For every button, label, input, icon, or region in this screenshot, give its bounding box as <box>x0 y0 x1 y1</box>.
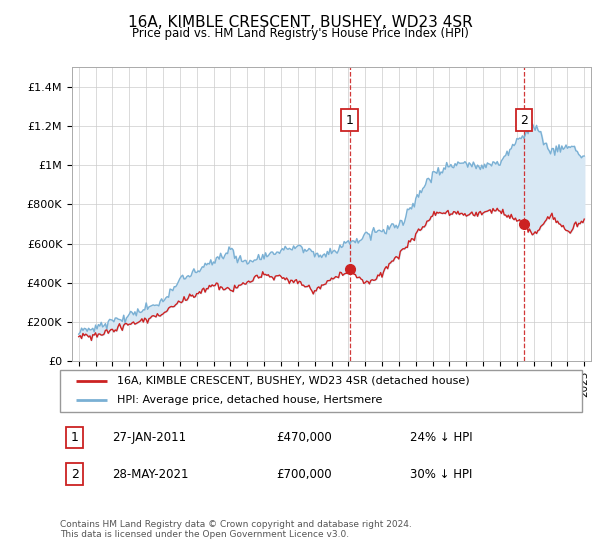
Text: 30% ↓ HPI: 30% ↓ HPI <box>410 468 472 480</box>
FancyBboxPatch shape <box>60 370 582 412</box>
Text: HPI: Average price, detached house, Hertsmere: HPI: Average price, detached house, Hert… <box>118 395 383 405</box>
Text: 1: 1 <box>346 114 353 127</box>
Text: 2: 2 <box>520 114 528 127</box>
Text: 2: 2 <box>71 468 79 480</box>
Text: £700,000: £700,000 <box>277 468 332 480</box>
Text: Price paid vs. HM Land Registry's House Price Index (HPI): Price paid vs. HM Land Registry's House … <box>131 27 469 40</box>
Text: 16A, KIMBLE CRESCENT, BUSHEY, WD23 4SR: 16A, KIMBLE CRESCENT, BUSHEY, WD23 4SR <box>128 15 472 30</box>
Text: 27-JAN-2011: 27-JAN-2011 <box>112 431 187 444</box>
Text: 24% ↓ HPI: 24% ↓ HPI <box>410 431 472 444</box>
Text: 16A, KIMBLE CRESCENT, BUSHEY, WD23 4SR (detached house): 16A, KIMBLE CRESCENT, BUSHEY, WD23 4SR (… <box>118 376 470 386</box>
Text: 1: 1 <box>71 431 79 444</box>
Text: £470,000: £470,000 <box>277 431 332 444</box>
Text: Contains HM Land Registry data © Crown copyright and database right 2024.
This d: Contains HM Land Registry data © Crown c… <box>60 520 412 539</box>
Text: 28-MAY-2021: 28-MAY-2021 <box>112 468 188 480</box>
